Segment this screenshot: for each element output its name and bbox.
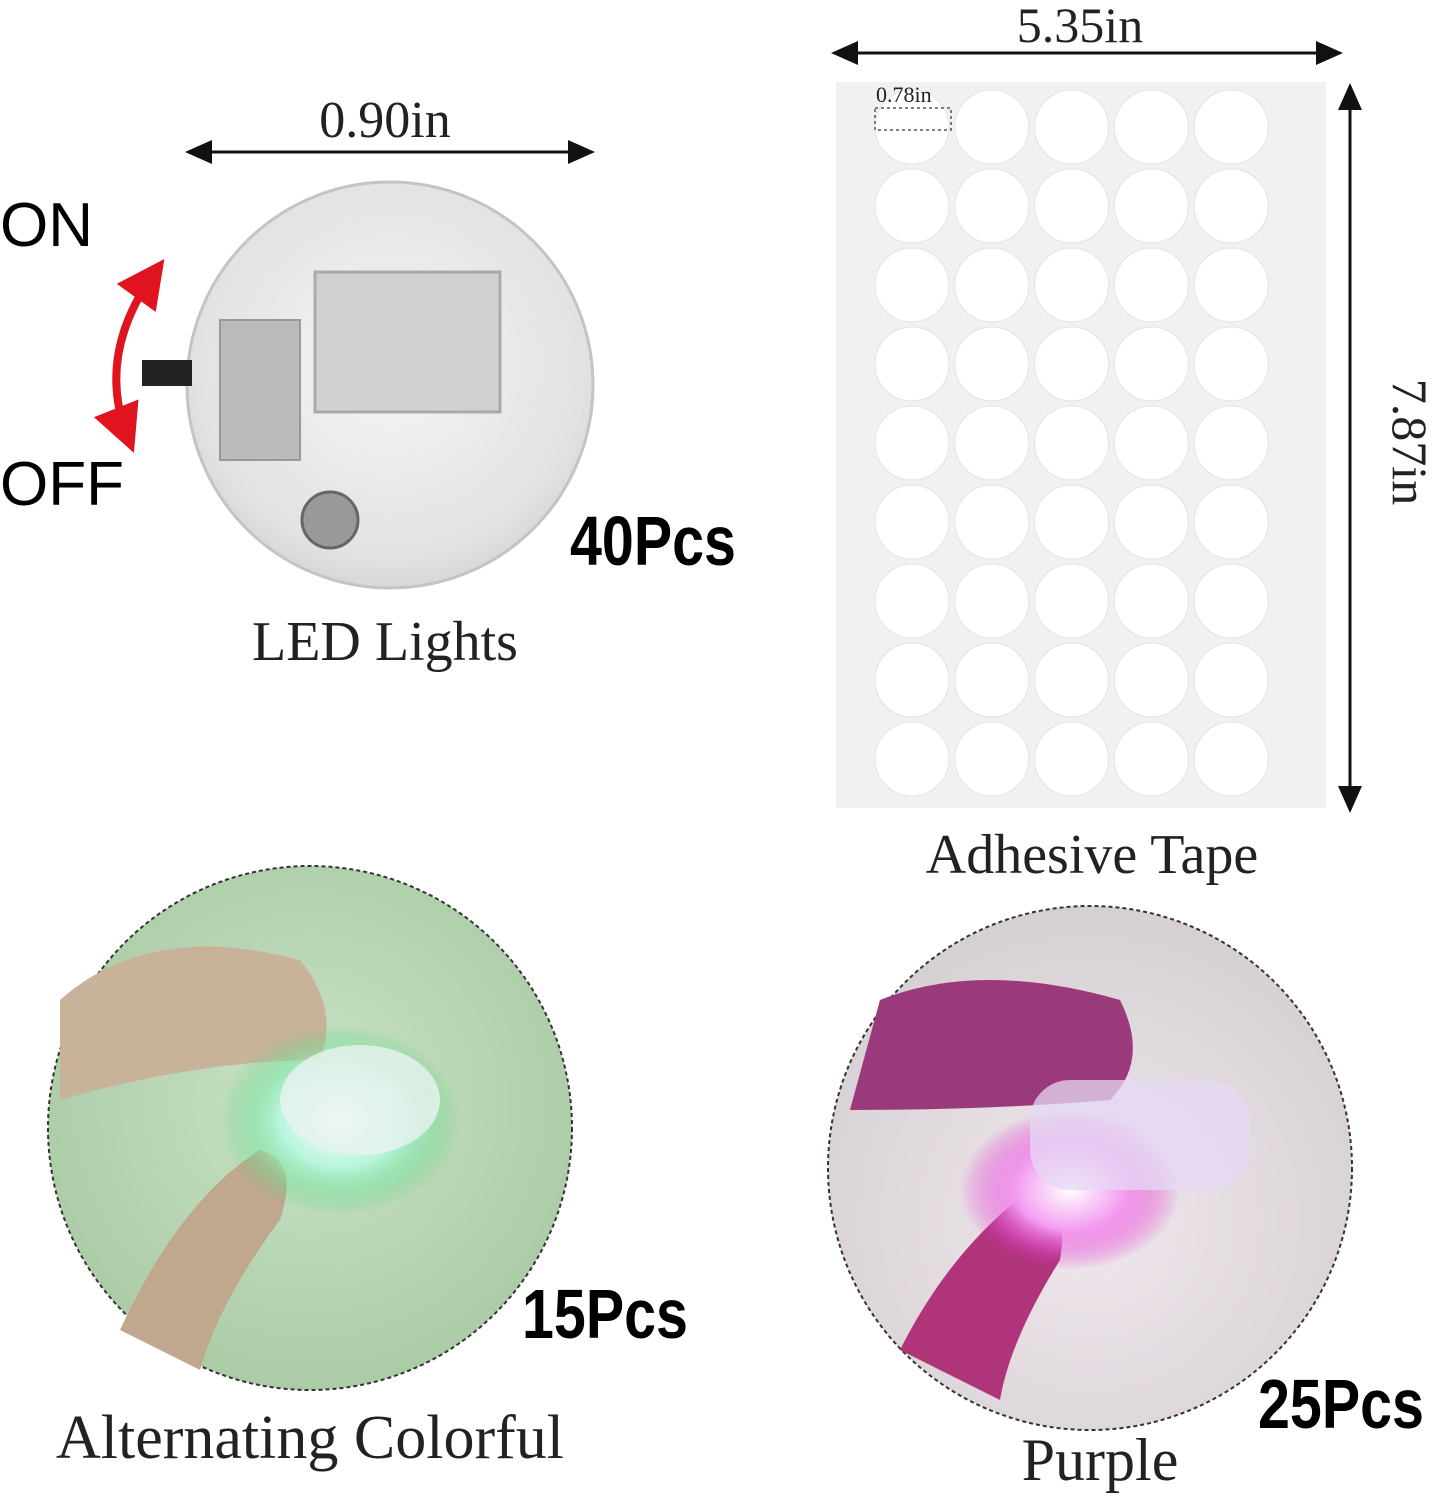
count-label: 40Pcs: [570, 502, 736, 581]
adhesive-dot: [874, 405, 950, 481]
width-label: 0.90in: [319, 92, 450, 149]
dot-measure: [874, 107, 952, 131]
caption: Adhesive Tape: [926, 824, 1259, 886]
adhesive-dot: [1113, 168, 1189, 244]
screw: [300, 490, 360, 550]
adhesive-dot: [1193, 405, 1269, 481]
adhesive-dot: [1193, 89, 1269, 165]
dot-grid: [874, 89, 1269, 797]
adhesive-dot: [1034, 247, 1110, 323]
adhesive-dot: [1034, 168, 1110, 244]
adhesive-dot: [1113, 89, 1189, 165]
adhesive-dot: [1113, 563, 1189, 639]
adhesive-dot: [874, 247, 950, 323]
height-label: 7.87in: [1382, 379, 1432, 505]
adhesive-dot: [874, 563, 950, 639]
led-body: [280, 1045, 440, 1155]
adhesive-dot: [954, 563, 1030, 639]
battery-holder: [313, 270, 502, 414]
adhesive-dot: [1034, 563, 1110, 639]
finger: [850, 980, 1133, 1110]
adhesive-dot: [954, 721, 1030, 797]
adhesive-dot: [954, 247, 1030, 323]
caption: Purple: [1022, 1427, 1179, 1493]
adhesive-dot: [874, 721, 950, 797]
adhesive-dot: [954, 405, 1030, 481]
caption: LED Lights: [252, 611, 518, 673]
adhesive-dot: [1034, 484, 1110, 560]
adhesive-dot: [874, 168, 950, 244]
led-body: [1030, 1080, 1250, 1190]
caption: Alternating Colorful: [56, 1404, 564, 1472]
finger: [120, 1150, 287, 1370]
adhesive-dot: [1034, 721, 1110, 797]
adhesive-dot: [1193, 484, 1269, 560]
adhesive-dot: [1113, 484, 1189, 560]
adhesive-dot: [874, 326, 950, 402]
adhesive-dot: [1113, 405, 1189, 481]
adhesive-dot: [1034, 326, 1110, 402]
adhesive-dot: [954, 326, 1030, 402]
adhesive-dot: [954, 89, 1030, 165]
adhesive-dot: [874, 484, 950, 560]
adhesive-dot: [874, 642, 950, 718]
adhesive-dot: [954, 484, 1030, 560]
off-label: OFF: [0, 450, 124, 519]
width-label: 5.35in: [1017, 0, 1143, 53]
contact: [219, 319, 301, 461]
adhesive-dot: [1193, 326, 1269, 402]
adhesive-dot: [1113, 642, 1189, 718]
adhesive-dot: [1034, 89, 1110, 165]
adhesive-dot: [954, 168, 1030, 244]
switch: [142, 360, 192, 386]
adhesive-dot: [954, 642, 1030, 718]
adhesive-dot: [1193, 721, 1269, 797]
adhesive-dot: [1034, 405, 1110, 481]
adhesive-dot: [1113, 247, 1189, 323]
adhesive-dot: [1193, 168, 1269, 244]
dot-label: 0.78in: [876, 82, 932, 107]
on-label: ON: [0, 191, 93, 260]
adhesive-dot: [1193, 563, 1269, 639]
adhesive-dot: [1113, 721, 1189, 797]
count-label: 15Pcs: [522, 1275, 688, 1354]
adhesive-dot: [1193, 247, 1269, 323]
adhesive-dot: [1113, 326, 1189, 402]
count-label: 25Pcs: [1258, 1365, 1424, 1444]
adhesive-dot: [1193, 642, 1269, 718]
switch-arrow: [93, 259, 165, 453]
adhesive-dot: [1034, 642, 1110, 718]
